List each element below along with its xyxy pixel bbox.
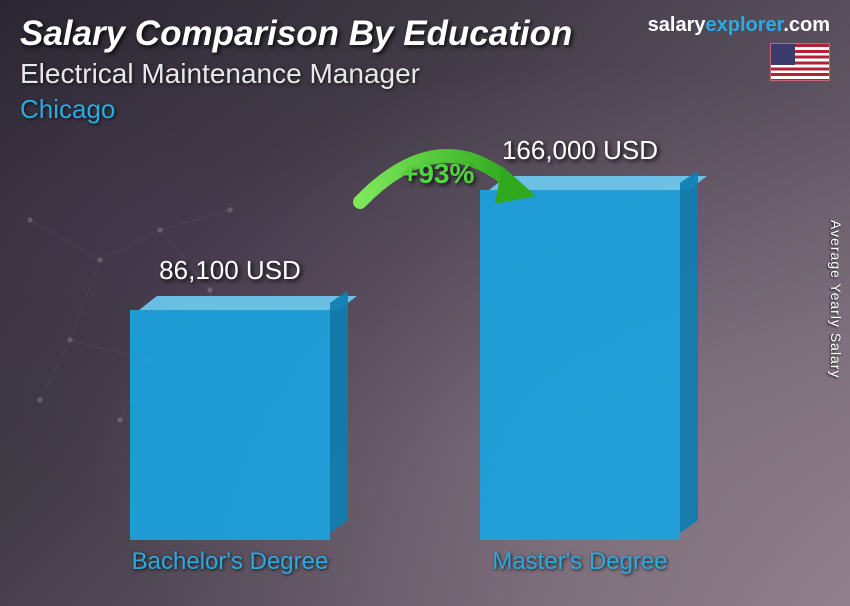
bar-category-label: Bachelor's Degree — [100, 548, 360, 576]
bar-0: 86,100 USDBachelor's Degree — [120, 310, 340, 540]
y-axis-label: Average Yearly Salary — [828, 220, 844, 379]
job-subtitle: Electrical Maintenance Manager — [20, 58, 830, 90]
bar-1: 166,000 USDMaster's Degree — [470, 190, 690, 540]
page-title: Salary Comparison By Education — [20, 14, 830, 54]
header: Salary Comparison By Education Electrica… — [0, 0, 850, 125]
bar-value-label: 86,100 USD — [100, 255, 360, 286]
increase-arrow: +93% — [350, 142, 540, 237]
chart-area: 86,100 USDBachelor's Degree166,000 USDMa… — [0, 140, 820, 580]
bar-category-label: Master's Degree — [450, 548, 710, 576]
increase-percent: +93% — [402, 158, 474, 190]
bar-3d — [480, 190, 680, 540]
location-label: Chicago — [20, 94, 830, 125]
bar-3d — [130, 310, 330, 540]
